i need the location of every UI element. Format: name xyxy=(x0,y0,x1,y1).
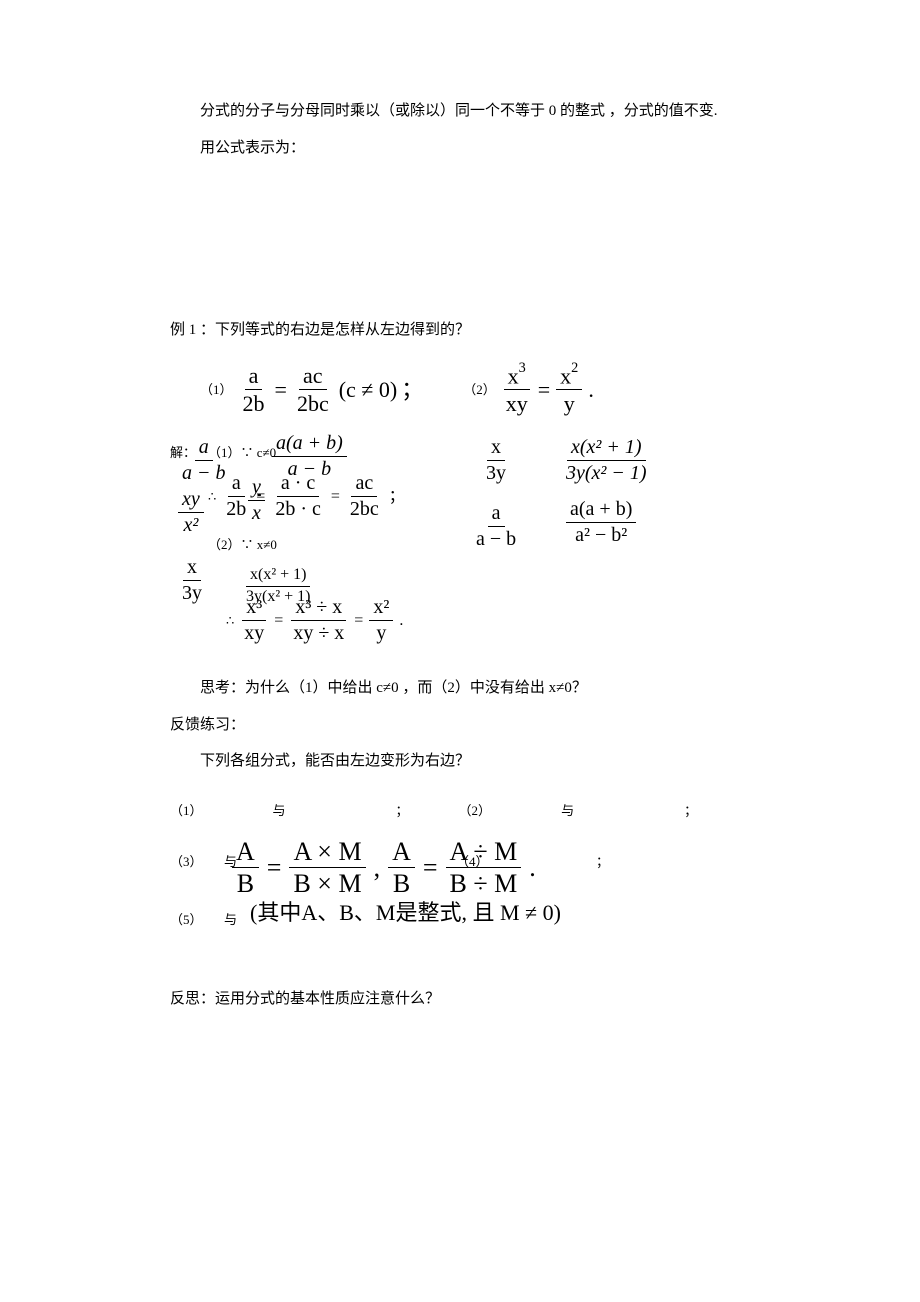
s2-l-num: x³ xyxy=(242,597,266,621)
f-comma: , xyxy=(374,848,381,887)
ov-f-num: x(x² + 1) xyxy=(246,567,310,587)
ov-d-den: x xyxy=(248,501,265,524)
ov-e-den: 3y xyxy=(178,581,206,604)
feedback-question: 下列各组分式，能否由左边变形为右边？ xyxy=(170,750,790,773)
eq2-label: （2） xyxy=(463,380,496,400)
eq1-tail: ； xyxy=(401,373,423,406)
item-2-label: （2） xyxy=(459,801,492,821)
item-3-label: （3） xyxy=(170,852,203,872)
ov-i-den: a − b xyxy=(472,527,520,550)
eq2-rhs-num: x2 xyxy=(556,364,582,390)
eq2-tail: . xyxy=(588,373,594,406)
eq2-lhs: x3 xy xyxy=(502,364,532,416)
eq1-lhs-num: a xyxy=(245,364,263,390)
s1-r-num: ac xyxy=(351,473,377,497)
ov-frac-e: x 3y xyxy=(178,557,206,604)
reflection-prompt: 反思：运用分式的基本性质应注意什么？ xyxy=(170,988,790,1011)
eq1-label: （1） xyxy=(200,380,233,400)
ov-e-num: x xyxy=(183,557,201,581)
f-BM: B × M xyxy=(289,868,365,897)
example1-equations: （1） a 2b = ac 2bc (c ≠ 0) ； （2） x3 xy = … xyxy=(170,364,790,416)
eq-sign: = xyxy=(538,373,550,406)
eq1-rhs-den: 2bc xyxy=(293,390,333,415)
solution2-derive: ∴ x³xy = x³ ÷ xxy ÷ x = x²y . xyxy=(226,597,403,644)
eq1-rhs-num: ac xyxy=(299,364,327,390)
ov-j-den: a² − b² xyxy=(571,523,631,546)
s2-m-num: x³ ÷ x xyxy=(291,597,346,621)
s1-m-num: a · c xyxy=(277,473,319,497)
eq2-lhs-num: x3 xyxy=(504,364,530,390)
paragraph-rule: 分式的分子与分母同时乘以（或除以）同一个不等于 0 的整式 ，分式的值不变. xyxy=(170,100,790,123)
eq1-rhs: ac 2bc xyxy=(293,364,333,415)
therefore2: ∴ xyxy=(226,611,234,631)
item-5-yu: 与 xyxy=(224,910,237,930)
ov-j-num: a(a + b) xyxy=(566,499,636,523)
f-B2: B xyxy=(389,868,414,897)
exercise-row-1: （1） 与 ； （2） 与 ； xyxy=(170,801,790,821)
solution-overlay-area: 解： （1）∵ c≠0 a a − b a(a + b) a − b ∴ a2b… xyxy=(170,437,790,657)
item-1-label: （1） xyxy=(170,801,203,821)
f-A2: A xyxy=(388,838,415,868)
ov-frac-j: a(a + b) a² − b² xyxy=(566,499,636,546)
ov-c-den: x² xyxy=(179,513,202,536)
formula-area: （3） 与 （4） ； （5） 与 AB = A × M B × M , AB … xyxy=(170,838,790,948)
f-BdM: B ÷ M xyxy=(446,868,522,897)
ov-g-den: 3y xyxy=(482,461,510,484)
therefore: ∴ xyxy=(208,487,216,507)
f-eq1: = xyxy=(267,848,282,887)
ov-frac-g: x 3y xyxy=(482,437,510,484)
s1-m-den: 2b · c xyxy=(271,497,325,520)
s1-tail: ； xyxy=(389,485,405,509)
ov-i-num: a xyxy=(488,503,505,527)
eq1-cond: (c ≠ 0) xyxy=(339,373,398,406)
eq1-lhs-den: 2b xyxy=(239,390,269,415)
item-1-yu: 与 xyxy=(273,801,286,821)
formula-line-1: AB = A × M B × M , AB = A ÷ M B ÷ M . xyxy=(230,838,536,898)
solution2-given: （2）∵ x≠0 xyxy=(208,535,277,555)
paragraph-formula-intro: 用公式表示为： xyxy=(170,137,790,160)
eq1-lhs: a 2b xyxy=(239,364,269,415)
f-eq2: = xyxy=(423,848,438,887)
item-5-label: （5） xyxy=(170,910,203,930)
eq2-rhs-den: y xyxy=(560,390,579,415)
f-dot: . xyxy=(529,848,536,887)
f-B1: B xyxy=(233,868,258,897)
ov-c-num: xy xyxy=(178,489,204,513)
formula-line-2: (其中A、B、M是整式, 且 M ≠ 0) xyxy=(250,896,561,929)
ov-g-num: x xyxy=(487,437,505,461)
s2-r-den: y xyxy=(372,621,390,644)
f-A1: A xyxy=(232,838,259,868)
eq-sign: = xyxy=(275,373,287,406)
item-2-sep: ； xyxy=(684,801,697,821)
s2-l-den: xy xyxy=(240,621,268,644)
feedback-title: 反馈练习： xyxy=(170,714,790,737)
item-2-yu: 与 xyxy=(561,801,574,821)
ov-h-den: 3y(x² − 1) xyxy=(562,461,651,484)
eq2-lhs-den: xy xyxy=(502,390,532,415)
ov-a-num: a xyxy=(195,437,213,461)
ov-h-num: x(x² + 1) xyxy=(567,437,646,461)
item-1-sep: ； xyxy=(396,801,409,821)
f-AM: A × M xyxy=(289,838,365,868)
eq2-rhs: x2 y xyxy=(556,364,582,416)
ov-frac-i: a a − b xyxy=(472,503,520,550)
solution1-derive: ∴ a2b = a · c2b · c = ac2bc ； xyxy=(208,473,405,520)
ov-d-num: y xyxy=(248,477,265,501)
ov-frac-h: x(x² + 1) 3y(x² − 1) xyxy=(562,437,651,484)
s2-r-num: x² xyxy=(369,597,393,621)
ov-b-num: a(a + b) xyxy=(272,433,347,457)
s2-tail: . xyxy=(399,609,403,633)
ov-frac-c: xy x² xyxy=(178,489,204,536)
s1-l-num: a xyxy=(228,473,245,497)
s2-m-den: xy ÷ x xyxy=(289,621,348,644)
ov-frac-d: y x xyxy=(248,477,265,524)
item-4-sep: ； xyxy=(596,852,609,872)
example1-title: 例 1 ：下列等式的右边是怎样从左边得到的？ xyxy=(170,319,790,342)
s1-r-den: 2bc xyxy=(346,497,383,520)
f-AdM: A ÷ M xyxy=(446,838,522,868)
think-prompt: 思考：为什么（1）中给出 c≠0 ，而（2）中没有给出 x≠0？ xyxy=(170,677,790,700)
